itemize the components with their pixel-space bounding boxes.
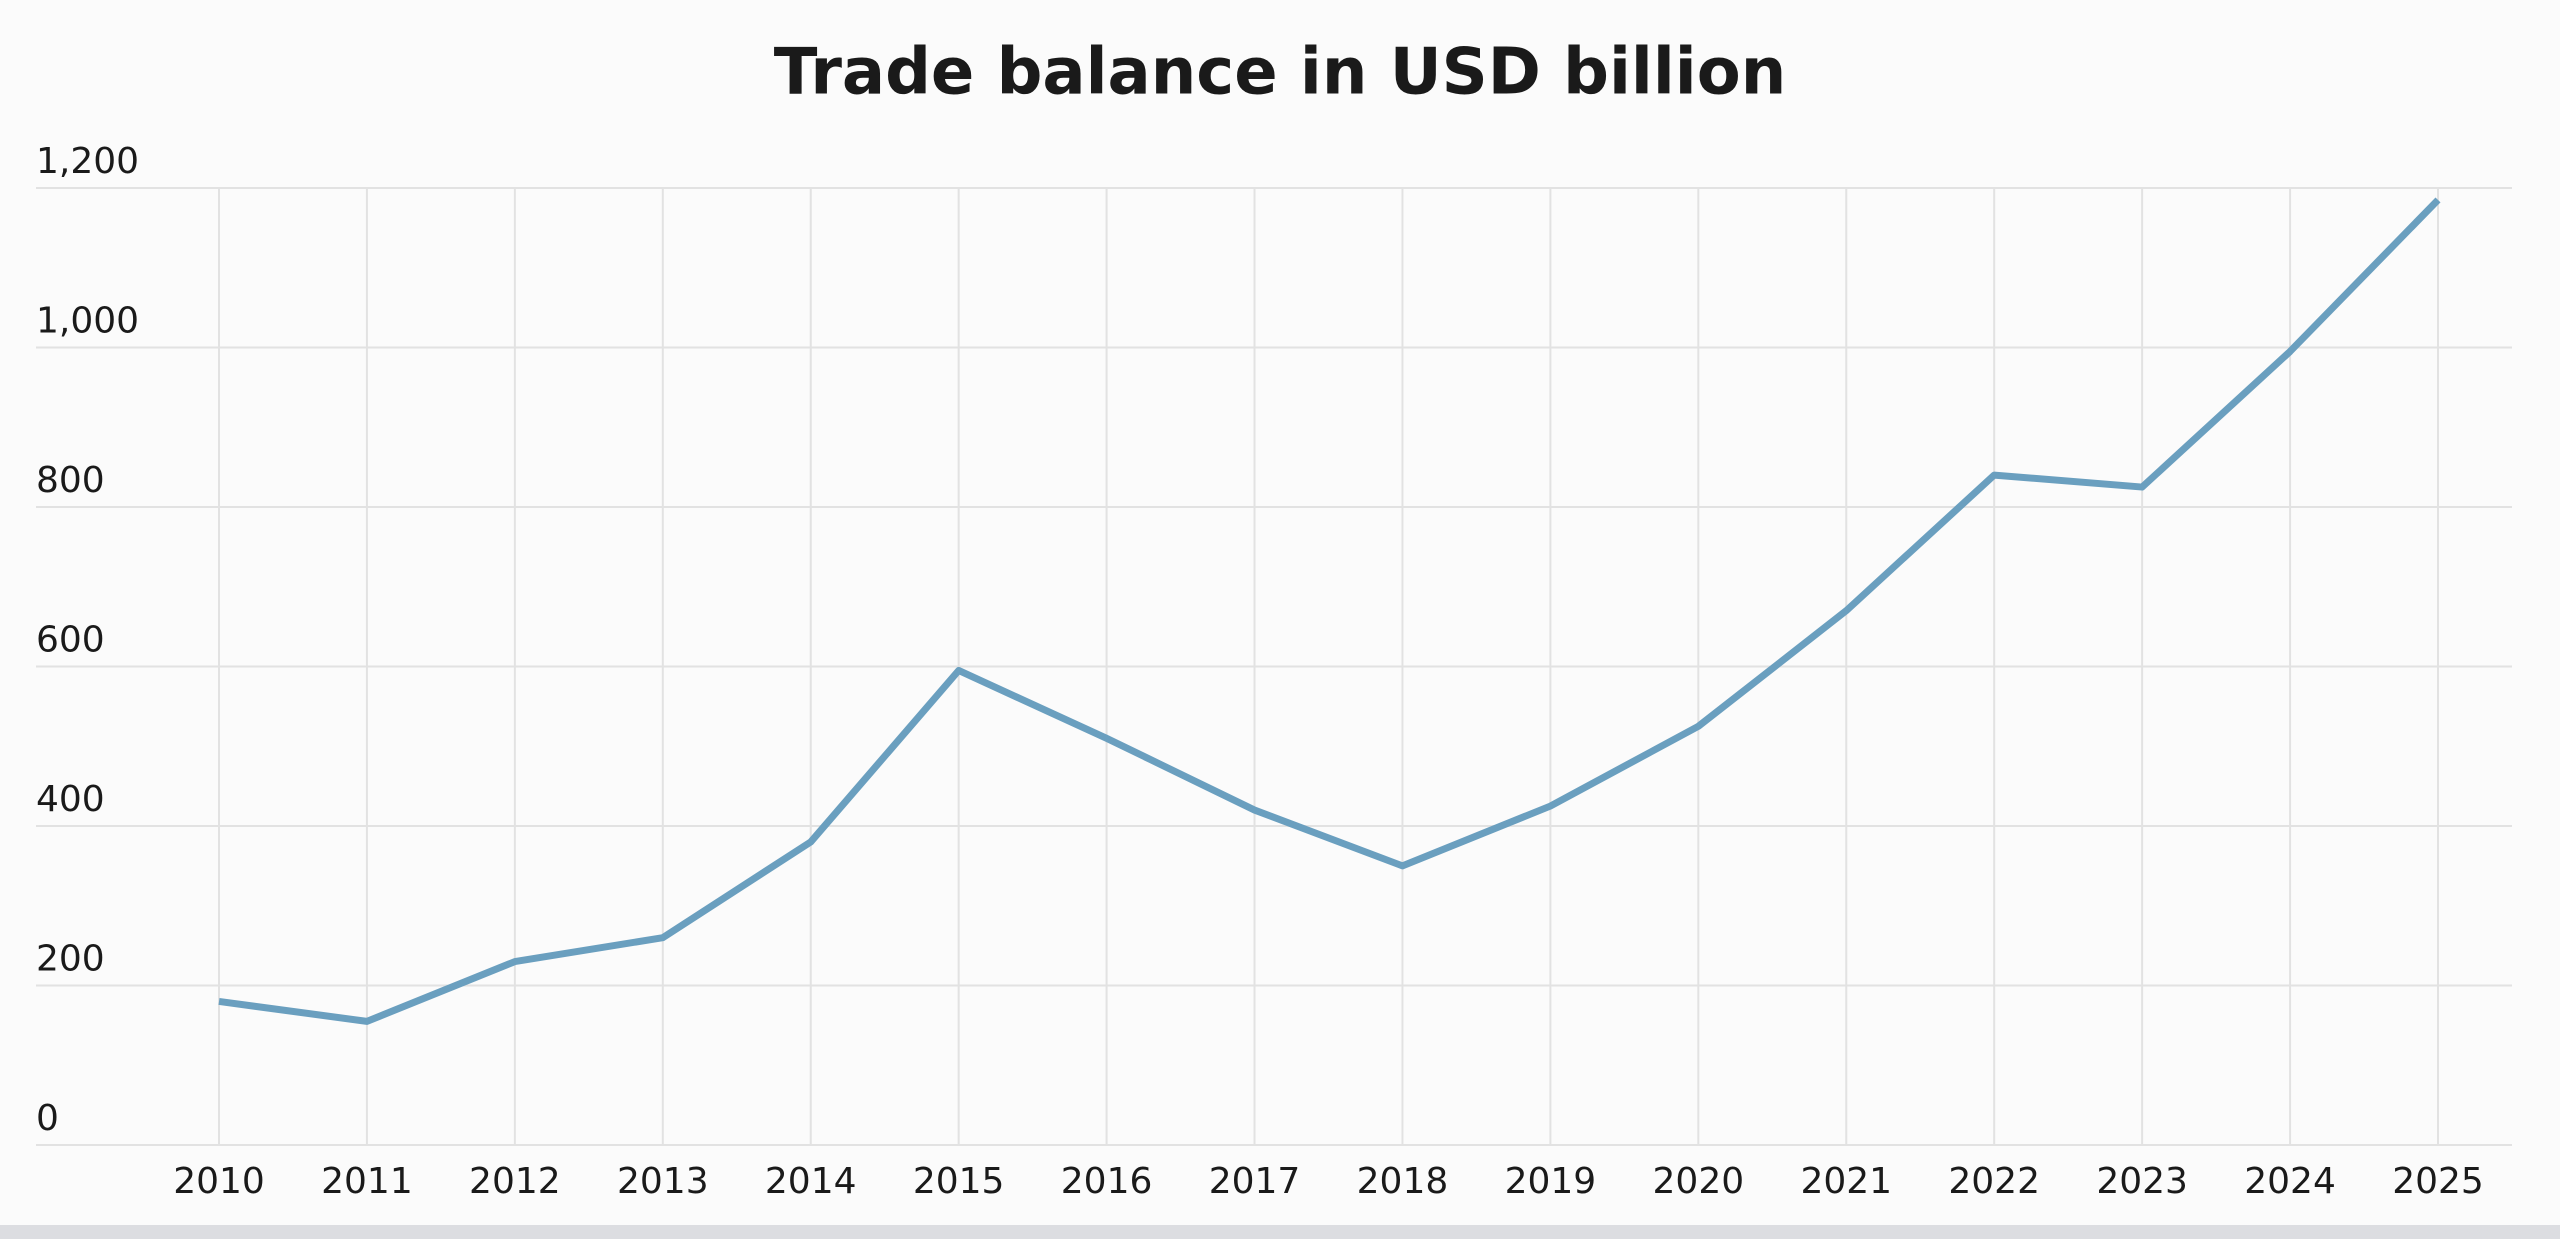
- x-tick-label: 2018: [1357, 1161, 1449, 1202]
- x-tick-label: 2017: [1209, 1161, 1301, 1202]
- x-tick-label: 2016: [1061, 1161, 1153, 1202]
- y-tick-label: 600: [36, 620, 105, 661]
- x-tick-label: 2024: [2244, 1161, 2336, 1202]
- chart-title: Trade balance in USD billion: [774, 36, 1787, 110]
- x-tick-label: 2010: [173, 1161, 265, 1202]
- y-tick-label: 1,200: [36, 141, 139, 182]
- x-tick-label: 2019: [1505, 1161, 1597, 1202]
- y-tick-label: 800: [36, 460, 105, 501]
- data-line: [218, 197, 2441, 1025]
- x-tick-label: 2012: [469, 1161, 561, 1202]
- y-tick-label: 400: [36, 779, 105, 820]
- x-tick-label: 2021: [1800, 1161, 1892, 1202]
- y-tick-label: 1,000: [36, 301, 139, 342]
- y-tick-label: 200: [36, 939, 105, 980]
- bottom-bar: [0, 1225, 2560, 1239]
- x-tick-label: 2022: [1948, 1161, 2040, 1202]
- y-tick-label: 0: [36, 1098, 59, 1139]
- x-tick-label: 2013: [617, 1161, 709, 1202]
- x-tick-label: 2023: [2096, 1161, 2188, 1202]
- x-tick-label: 2014: [765, 1161, 857, 1202]
- x-tick-label: 2011: [321, 1161, 413, 1202]
- x-tick-label: 2015: [913, 1161, 1005, 1202]
- x-tick-label: 2025: [2392, 1161, 2484, 1202]
- x-tick-label: 2020: [1653, 1161, 1745, 1202]
